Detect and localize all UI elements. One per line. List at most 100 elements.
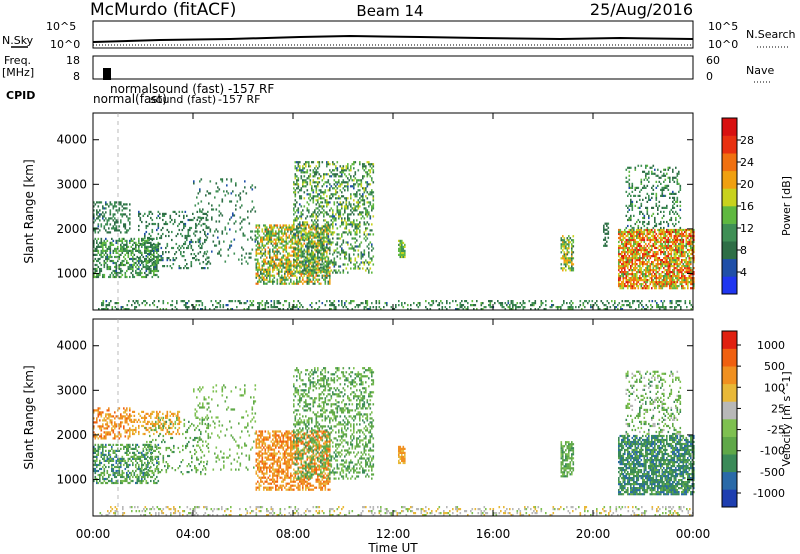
data-cell (365, 235, 367, 238)
data-cell (314, 253, 316, 256)
data-cell (664, 178, 667, 181)
data-cell (631, 204, 634, 207)
data-cell (691, 283, 694, 286)
data-cell (278, 270, 280, 273)
data-cell (566, 253, 569, 256)
data-cell (655, 253, 658, 256)
cpid-entry: normal(fast) (93, 92, 167, 106)
data-cell (640, 246, 643, 250)
data-cell (669, 178, 671, 181)
data-cell (688, 269, 691, 272)
data-cell (299, 240, 301, 243)
data-cell (209, 262, 212, 265)
data-cell (675, 287, 677, 290)
data-cell (318, 189, 321, 192)
data-cell (326, 246, 328, 249)
data-cell (168, 251, 170, 254)
data-cell (250, 256, 252, 259)
data-cell (297, 245, 300, 248)
data-cell (625, 281, 628, 284)
data-cell (651, 269, 653, 272)
data-cell (332, 169, 334, 172)
data-cell (112, 215, 115, 218)
data-cell (120, 213, 122, 216)
data-cell (297, 191, 300, 194)
data-cell (628, 261, 631, 264)
data-cell (651, 277, 653, 280)
data-cell (102, 241, 104, 244)
data-cell (105, 257, 107, 261)
data-cell (675, 244, 677, 248)
data-cell (643, 279, 646, 282)
data-cell (329, 240, 331, 243)
data-cell (306, 161, 309, 164)
data-cell (305, 231, 307, 234)
data-cell (354, 241, 357, 244)
data-cell (311, 252, 313, 255)
data-cell (106, 247, 109, 250)
data-cell (273, 250, 276, 253)
data-cell (336, 197, 339, 200)
data-cell (308, 282, 310, 285)
data-cell (171, 230, 173, 234)
data-cell (681, 267, 683, 270)
data-cell (664, 277, 667, 280)
data-cell (269, 240, 271, 243)
data-cell (296, 257, 298, 260)
data-cell (250, 210, 252, 213)
data-cell (664, 281, 667, 284)
data-cell (321, 161, 324, 164)
data-cell (678, 269, 680, 272)
data-cell (357, 207, 360, 210)
data-cell (663, 283, 665, 286)
data-cell (192, 218, 194, 222)
data-cell (673, 196, 676, 199)
data-cell (257, 262, 259, 265)
data-cell (675, 277, 677, 280)
data-cell (255, 258, 258, 261)
data-cell (99, 269, 101, 273)
data-cell (296, 175, 298, 178)
data-cell (93, 205, 95, 208)
data-cell (631, 271, 634, 274)
data-cell (111, 259, 113, 263)
data-cell (138, 224, 140, 228)
data-cell (109, 255, 112, 259)
data-cell (257, 280, 259, 283)
data-cell (201, 308, 204, 311)
data-cell (172, 263, 175, 266)
data-cell (661, 283, 664, 286)
data-cell (639, 220, 641, 224)
data-cell (634, 230, 637, 234)
data-cell (275, 264, 277, 267)
data-cell (127, 249, 130, 252)
data-cell (266, 226, 268, 229)
data-cell (621, 283, 623, 286)
data-cell (679, 277, 682, 280)
data-cell (305, 271, 307, 274)
data-cell (264, 254, 267, 257)
data-cell (368, 213, 370, 216)
data-cell (320, 205, 322, 208)
data-cell (168, 234, 170, 238)
data-cell (261, 278, 264, 281)
data-cell (335, 213, 337, 216)
data-cell (362, 193, 364, 196)
data-cell (648, 230, 650, 234)
data-cell (317, 161, 319, 164)
data-cell (260, 272, 262, 275)
data-cell (649, 240, 652, 244)
data-cell (618, 281, 620, 284)
data-cell (323, 257, 325, 260)
data-cell (181, 220, 184, 224)
data-cell (330, 219, 333, 222)
data-cell (682, 281, 685, 284)
data-cell (138, 214, 140, 217)
data-cell (333, 265, 336, 268)
data-cell (643, 275, 646, 278)
data-cell (276, 306, 279, 309)
data-cell (290, 228, 292, 231)
data-cell (105, 223, 107, 226)
data-cell (654, 238, 656, 242)
data-cell (354, 205, 357, 208)
